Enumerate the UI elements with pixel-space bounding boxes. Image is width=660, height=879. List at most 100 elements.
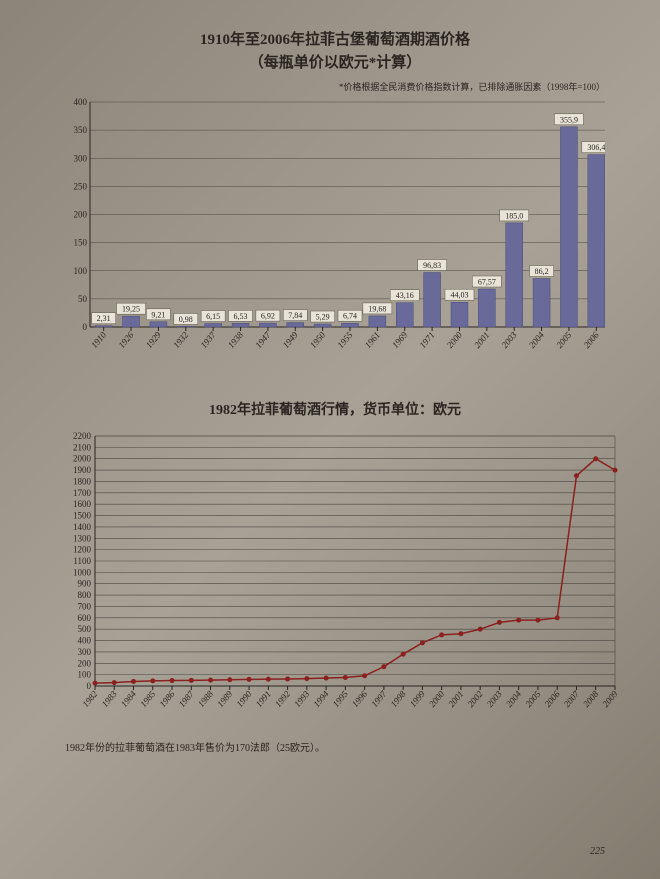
svg-text:1947: 1947 bbox=[253, 329, 273, 350]
svg-text:7,84: 7,84 bbox=[288, 311, 302, 320]
data-point bbox=[613, 468, 618, 473]
svg-text:1961: 1961 bbox=[363, 330, 382, 350]
svg-text:2003: 2003 bbox=[500, 329, 520, 350]
svg-text:2008: 2008 bbox=[581, 688, 601, 709]
bar bbox=[478, 289, 495, 327]
svg-text:1984: 1984 bbox=[119, 688, 139, 709]
svg-text:67,57: 67,57 bbox=[478, 277, 496, 286]
data-point bbox=[112, 680, 117, 685]
data-point bbox=[131, 679, 136, 684]
svg-text:2003: 2003 bbox=[485, 688, 505, 709]
data-point bbox=[266, 677, 271, 682]
svg-text:2004: 2004 bbox=[504, 688, 524, 709]
bar bbox=[287, 323, 304, 327]
bar-chart: 0501001502002503003504002,31191019,25192… bbox=[65, 97, 605, 377]
svg-text:1971: 1971 bbox=[417, 330, 436, 350]
svg-text:1100: 1100 bbox=[73, 556, 91, 566]
svg-text:1982: 1982 bbox=[80, 688, 100, 709]
line-chart: 0100200300400500600700800900100011001200… bbox=[65, 431, 605, 731]
svg-text:1937: 1937 bbox=[198, 329, 218, 350]
svg-text:1400: 1400 bbox=[73, 522, 92, 532]
chart2-title: 1982年拉菲葡萄酒行情，货币单位：欧元 bbox=[65, 399, 605, 419]
svg-text:2006: 2006 bbox=[582, 329, 602, 350]
bar bbox=[177, 326, 194, 327]
svg-text:600: 600 bbox=[78, 613, 92, 623]
svg-text:1988: 1988 bbox=[196, 688, 216, 709]
svg-text:2004: 2004 bbox=[527, 329, 547, 350]
svg-text:1987: 1987 bbox=[177, 688, 197, 709]
data-point bbox=[478, 627, 483, 632]
svg-text:2005: 2005 bbox=[523, 688, 543, 709]
svg-text:1992: 1992 bbox=[273, 688, 293, 709]
svg-text:96,83: 96,83 bbox=[423, 261, 441, 270]
svg-text:2005: 2005 bbox=[554, 329, 574, 350]
svg-text:2002: 2002 bbox=[465, 688, 485, 709]
svg-text:1998: 1998 bbox=[388, 688, 408, 709]
chart1-title-line2: （每瓶单价以欧元*计算） bbox=[65, 51, 605, 72]
bar bbox=[369, 316, 386, 327]
bar bbox=[560, 127, 577, 327]
bar bbox=[533, 279, 550, 327]
bar bbox=[259, 323, 276, 327]
data-point bbox=[150, 678, 155, 683]
svg-text:1983: 1983 bbox=[100, 688, 120, 709]
svg-text:2006: 2006 bbox=[543, 688, 563, 709]
bar bbox=[342, 323, 359, 327]
svg-text:100: 100 bbox=[78, 670, 92, 680]
svg-text:1994: 1994 bbox=[311, 688, 331, 709]
bar bbox=[150, 322, 167, 327]
svg-text:1700: 1700 bbox=[73, 488, 92, 498]
svg-text:9,21: 9,21 bbox=[151, 310, 165, 319]
svg-text:355,9: 355,9 bbox=[560, 115, 578, 124]
svg-text:5,29: 5,29 bbox=[316, 313, 330, 322]
svg-text:0: 0 bbox=[83, 322, 88, 332]
svg-text:1500: 1500 bbox=[73, 511, 92, 521]
svg-text:2001: 2001 bbox=[446, 689, 465, 709]
data-point bbox=[401, 652, 406, 657]
svg-text:1950: 1950 bbox=[308, 329, 328, 350]
svg-text:1200: 1200 bbox=[73, 545, 92, 555]
data-point bbox=[247, 677, 252, 682]
bar bbox=[123, 316, 140, 327]
svg-text:1991: 1991 bbox=[254, 689, 273, 709]
svg-text:1000: 1000 bbox=[73, 567, 92, 577]
data-point bbox=[362, 673, 367, 678]
bar bbox=[232, 323, 249, 327]
svg-text:100: 100 bbox=[74, 266, 88, 276]
svg-text:1300: 1300 bbox=[73, 533, 92, 543]
svg-text:2100: 2100 bbox=[73, 442, 92, 452]
svg-text:1990: 1990 bbox=[234, 688, 254, 709]
svg-text:1932: 1932 bbox=[171, 329, 191, 350]
svg-text:1986: 1986 bbox=[157, 688, 177, 709]
bar bbox=[588, 155, 605, 327]
svg-text:1993: 1993 bbox=[292, 688, 312, 709]
bar bbox=[506, 223, 523, 327]
svg-text:350: 350 bbox=[74, 125, 88, 135]
chart1-footnote: *价格根据全民消费价格指数计算，已排除通胀因素（1998年=100） bbox=[65, 80, 605, 93]
chart1-title-line1: 1910年至2006年拉菲古堡葡萄酒期酒价格 bbox=[65, 28, 605, 49]
svg-text:1938: 1938 bbox=[226, 329, 246, 350]
svg-text:500: 500 bbox=[78, 624, 92, 634]
svg-text:400: 400 bbox=[74, 97, 88, 107]
data-point bbox=[458, 631, 463, 636]
data-point bbox=[304, 676, 309, 681]
data-point bbox=[93, 681, 98, 686]
svg-text:1995: 1995 bbox=[331, 688, 351, 709]
svg-text:1800: 1800 bbox=[73, 476, 92, 486]
data-point bbox=[324, 676, 329, 681]
page-number: 225 bbox=[590, 846, 605, 857]
data-point bbox=[555, 615, 560, 620]
data-point bbox=[516, 618, 521, 623]
svg-text:250: 250 bbox=[74, 181, 88, 191]
svg-text:1996: 1996 bbox=[350, 688, 370, 709]
svg-text:700: 700 bbox=[78, 601, 92, 611]
svg-text:400: 400 bbox=[78, 636, 92, 646]
svg-text:2000: 2000 bbox=[445, 329, 465, 350]
data-point bbox=[208, 678, 213, 683]
svg-text:1999: 1999 bbox=[408, 688, 428, 709]
svg-text:6,74: 6,74 bbox=[343, 312, 357, 321]
data-point bbox=[574, 473, 579, 478]
svg-text:306,4: 306,4 bbox=[587, 143, 605, 152]
svg-text:300: 300 bbox=[78, 647, 92, 657]
svg-text:0,98: 0,98 bbox=[179, 315, 193, 324]
